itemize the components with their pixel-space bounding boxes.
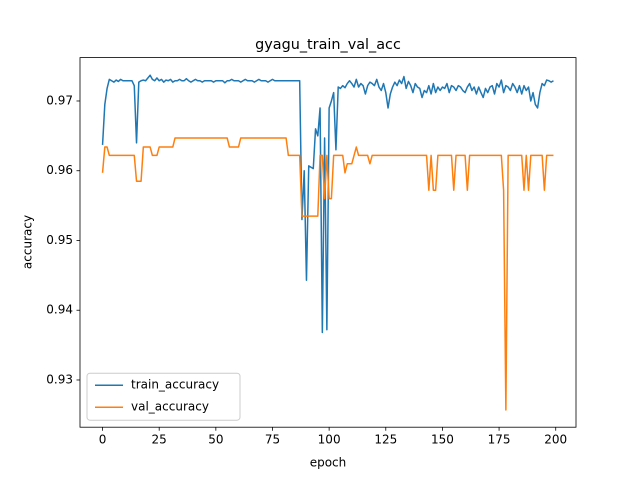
data-line bbox=[101, 74, 554, 334]
x-tick-label: 125 bbox=[374, 433, 397, 447]
legend: train_accuracy val_accuracy bbox=[86, 372, 241, 421]
x-tick-label: 175 bbox=[488, 433, 511, 447]
y-tick-label: 0.95 bbox=[46, 233, 73, 247]
y-tick-label: 0.93 bbox=[46, 372, 73, 386]
x-tick-label: 100 bbox=[318, 433, 341, 447]
x-tick-label: 150 bbox=[431, 433, 454, 447]
y-axis-label: accuracy bbox=[21, 215, 35, 269]
x-axis-label: epoch bbox=[310, 456, 347, 470]
data-line bbox=[101, 137, 554, 411]
x-tick-label: 50 bbox=[208, 433, 223, 447]
y-tick-label: 0.96 bbox=[46, 163, 73, 177]
legend-label: train_accuracy bbox=[131, 378, 219, 392]
x-tick-label: 75 bbox=[265, 433, 280, 447]
x-tick-label: 200 bbox=[544, 433, 567, 447]
plot-frame bbox=[79, 57, 577, 428]
legend-box bbox=[86, 372, 241, 421]
x-tick-label: 25 bbox=[152, 433, 167, 447]
x-tick-label: 0 bbox=[99, 433, 107, 447]
y-tick-label: 0.97 bbox=[46, 93, 73, 107]
legend-label: val_accuracy bbox=[131, 400, 209, 414]
y-tick-label: 0.94 bbox=[46, 303, 73, 317]
chart-title: gyagu_train_val_acc bbox=[255, 37, 401, 53]
